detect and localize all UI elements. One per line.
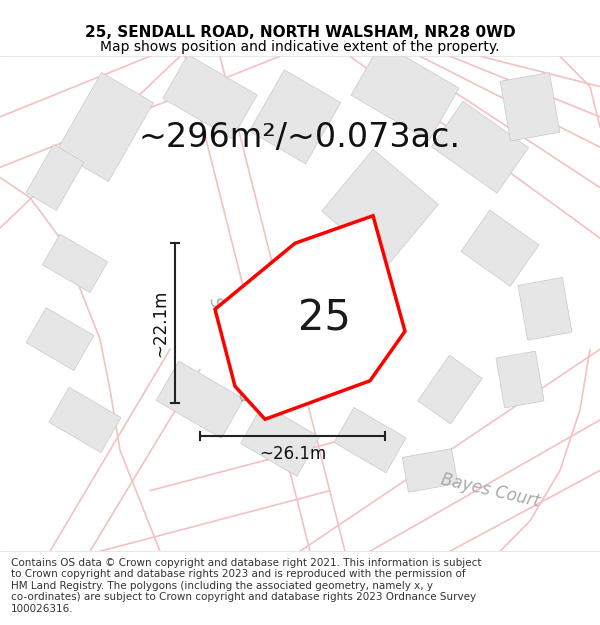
- Polygon shape: [43, 234, 107, 292]
- Polygon shape: [500, 72, 560, 141]
- Polygon shape: [351, 42, 459, 141]
- Polygon shape: [418, 355, 482, 424]
- Polygon shape: [518, 278, 572, 340]
- Polygon shape: [250, 70, 341, 164]
- Polygon shape: [496, 351, 544, 408]
- Text: ~26.1m: ~26.1m: [259, 445, 326, 463]
- Text: 25: 25: [298, 297, 350, 339]
- Polygon shape: [215, 216, 405, 419]
- Polygon shape: [26, 308, 94, 371]
- Polygon shape: [26, 144, 84, 211]
- Polygon shape: [156, 361, 244, 438]
- Polygon shape: [322, 149, 438, 266]
- Text: Sendall Road: Sendall Road: [205, 294, 254, 404]
- Text: 25, SENDALL ROAD, NORTH WALSHAM, NR28 0WD: 25, SENDALL ROAD, NORTH WALSHAM, NR28 0W…: [85, 25, 515, 40]
- Polygon shape: [431, 101, 529, 193]
- Text: Map shows position and indicative extent of the property.: Map shows position and indicative extent…: [100, 40, 500, 54]
- Polygon shape: [461, 210, 539, 286]
- Polygon shape: [241, 404, 319, 476]
- Polygon shape: [56, 72, 154, 181]
- Polygon shape: [403, 449, 458, 493]
- Text: Contains OS data © Crown copyright and database right 2021. This information is : Contains OS data © Crown copyright and d…: [11, 558, 481, 614]
- Polygon shape: [334, 408, 406, 472]
- Polygon shape: [49, 388, 121, 452]
- Text: ~22.1m: ~22.1m: [151, 289, 169, 357]
- Text: Bayes Court: Bayes Court: [439, 471, 541, 511]
- Text: ~296m²/~0.073ac.: ~296m²/~0.073ac.: [139, 121, 461, 154]
- Polygon shape: [163, 54, 257, 139]
